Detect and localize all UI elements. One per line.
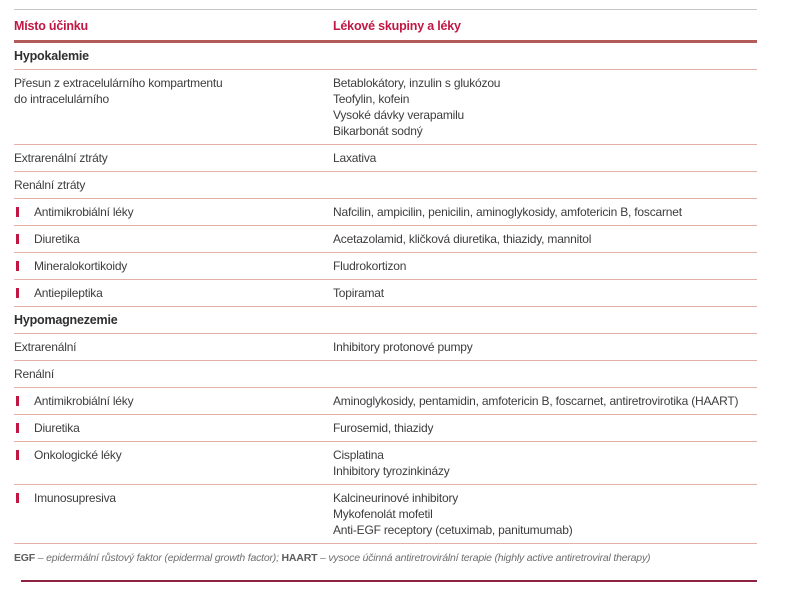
footnote-abbrev-egf: EGF [14,552,35,564]
cell-line: Inhibitory protonové pumpy [333,340,473,354]
drugs-cell: Aminoglykosidy, pentamidin, amfotericin … [333,393,757,409]
bullet-icon [16,234,19,244]
table-row: Přesun z extracelulárního kompartmentu do… [14,70,757,145]
cell-line: Inhibitory tyrozinkinázy [333,464,450,478]
drugs-cell: Kalcineurinové inhibitory Mykofenolát mof… [333,490,757,538]
cell-line: Přesun z extracelulárního kompartmentu [14,76,223,90]
cell-line: Fludrokortizon [333,259,407,273]
footnote-abbrev-haart: HAART [281,552,318,564]
section-row: Hypomagnezemie [14,307,757,334]
table-row: Antimikrobiální léky Nafcilin, ampicilin,… [14,199,757,226]
site-cell: Mineralokortikoidy [14,258,333,274]
table-row: Renální ztráty [14,172,757,199]
top-divider [14,9,757,10]
drugs-cell: Nafcilin, ampicilin, penicilin, aminogly… [333,204,757,220]
column-header-site: Místo účinku [14,19,88,33]
cell-line: Cisplatina [333,448,384,462]
drugs-cell: Cisplatina Inhibitory tyrozinkinázy [333,447,757,479]
table-row: Mineralokortikoidy Fludrokortizon [14,253,757,280]
cell-line: Antimikrobiální léky [34,205,134,219]
bullet-icon [16,261,19,271]
cell-line: Onkologické léky [34,448,122,462]
table-row: Imunosupresiva Kalcineurinové inhibitory M… [14,485,757,544]
section-label: Hypokalemie [14,49,89,63]
drugs-cell: Inhibitory protonové pumpy [333,339,757,355]
cell-line: Extrarenální ztráty [14,151,108,165]
cell-line: Bikarbonát sodný [333,124,423,138]
table-body: Hypokalemie Přesun z extracelulárního kom… [14,43,757,544]
cell-line: Diuretika [34,421,80,435]
cell-line: Nafcilin, ampicilin, penicilin, aminogly… [333,205,682,219]
cell-line: Teofylin, kofein [333,92,410,106]
site-cell: Renální [14,366,333,382]
site-cell: Diuretika [14,231,333,247]
site-cell: Extrarenální [14,339,333,355]
bullet-icon [16,207,19,217]
drugs-cell: Laxativa [333,150,757,166]
cell-line: Laxativa [333,151,377,165]
bullet-icon [16,450,19,460]
table-row: Onkologické léky Cisplatina Inhibitory tyr… [14,442,757,485]
site-cell: Antimikrobiální léky [14,393,333,409]
drugs-cell: Furosemid, thiazidy [333,420,757,436]
site-cell: Imunosupresiva [14,490,333,506]
bullet-icon [16,493,19,503]
site-cell: Renální ztráty [14,177,333,193]
table-row: Extrarenální Inhibitory protonové pumpy [14,334,757,361]
cell-line: Renální ztráty [14,178,86,192]
table-row: Diuretika Acetazolamid, kličková diuretik… [14,226,757,253]
cell-line: Antimikrobiální léky [34,394,134,408]
footnote: EGF – epidermální růstový faktor (epider… [14,544,757,565]
footnote-text-haart: – vysoce účinná antiretrovirální terapie… [317,552,651,564]
cell-line: Extrarenální [14,340,77,354]
site-cell: Diuretika [14,420,333,436]
site-cell: Onkologické léky [14,447,333,463]
table-row: Diuretika Furosemid, thiazidy [14,415,757,442]
table-header-row: Místo účinku Lékové skupiny a léky [14,10,757,43]
cell-line: Topiramat [333,286,384,300]
cell-line: Kalcineurinové inhibitory [333,491,459,505]
cell-line: do intracelulárního [14,92,109,106]
cell-line: Mykofenolát mofetil [333,507,433,521]
bottom-divider [21,580,757,582]
footnote-text-egf: – epidermální růstový faktor (epidermal … [35,552,282,564]
table-row: Extrarenální ztráty Laxativa [14,145,757,172]
cell-line: Antiepileptika [34,286,103,300]
table-row: Antimikrobiální léky Aminoglykosidy, pent… [14,388,757,415]
column-header-drugs: Lékové skupiny a léky [333,19,461,33]
cell-line: Renální [14,367,54,381]
drugs-cell: Betablokátory, inzulin s glukózou Teofyli… [333,75,757,139]
site-cell: Antimikrobiální léky [14,204,333,220]
table-row: Renální [14,361,757,388]
bullet-icon [16,288,19,298]
bullet-icon [16,396,19,406]
cell-line: Furosemid, thiazidy [333,421,434,435]
cell-line: Vysoké dávky verapamilu [333,108,465,122]
cell-line: Imunosupresiva [34,491,116,505]
cell-line: Aminoglykosidy, pentamidin, amfotericin … [333,394,739,408]
section-label: Hypomagnezemie [14,313,118,327]
cell-line: Diuretika [34,232,80,246]
drugs-cell: Fludrokortizon [333,258,757,274]
table-row: Antiepileptika Topiramat [14,280,757,307]
cell-line: Acetazolamid, kličková diuretika, thiazi… [333,232,592,246]
bullet-icon [16,423,19,433]
section-row: Hypokalemie [14,43,757,70]
drugs-cell: Topiramat [333,285,757,301]
site-cell: Přesun z extracelulárního kompartmentu do… [14,75,333,107]
site-cell: Antiepileptika [14,285,333,301]
site-cell: Extrarenální ztráty [14,150,333,166]
cell-line: Anti-EGF receptory (cetuximab, panitumum… [333,523,573,537]
cell-line: Betablokátory, inzulin s glukózou [333,76,501,90]
drugs-cell: Acetazolamid, kličková diuretika, thiazi… [333,231,757,247]
cell-line: Mineralokortikoidy [34,259,128,273]
